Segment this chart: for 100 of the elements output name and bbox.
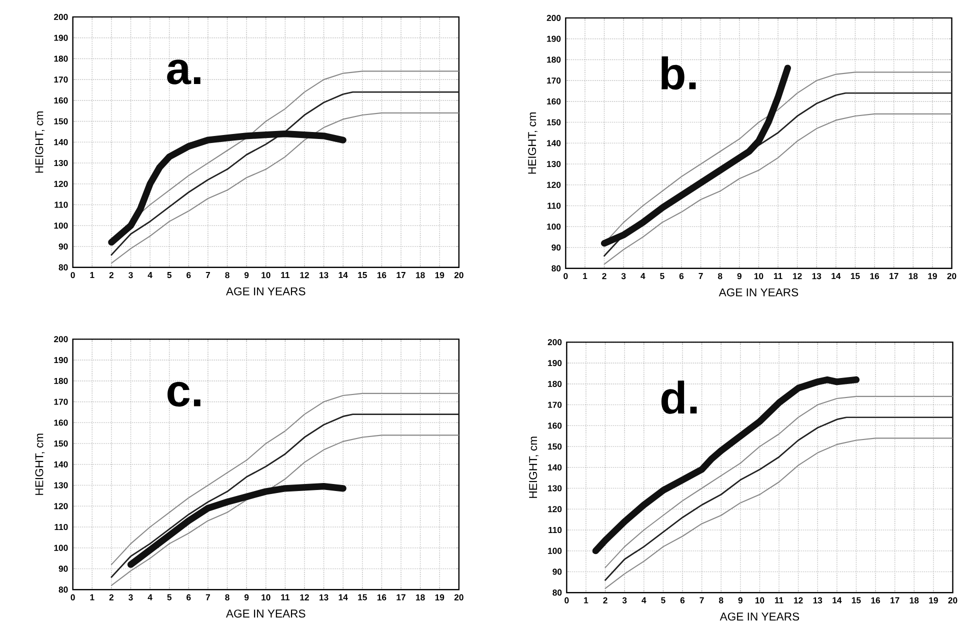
x-tick-label: 7	[206, 272, 210, 278]
y-tick-label: 110	[548, 526, 562, 533]
x-tick-label: 11	[774, 272, 782, 279]
x-tick-label: 12	[300, 272, 309, 278]
y-tick-label: 180	[54, 378, 68, 384]
x-tick-label: 19	[435, 272, 444, 278]
x-tick-label: 1	[90, 272, 94, 278]
x-tick-label: 19	[928, 272, 937, 279]
x-tick-label: 19	[929, 597, 938, 604]
y-tick-label: 140	[54, 461, 68, 468]
y-tick-label: 190	[54, 356, 68, 363]
y-tick-label: 140	[54, 138, 68, 145]
x-tick-label: 17	[396, 594, 406, 600]
x-tick-label: 2	[603, 597, 608, 604]
x-tick-label: 18	[416, 272, 425, 278]
y-tick-label: 90	[552, 568, 562, 575]
x-tick-label: 1	[583, 272, 588, 279]
x-tick-label: 9	[737, 272, 742, 279]
y-tick-label: 200	[546, 14, 561, 21]
x-tick-label: 12	[793, 272, 802, 279]
y-axis-title: HEIGHT, cm	[35, 433, 45, 495]
y-tick-label: 150	[548, 443, 562, 450]
annotation: a.	[167, 59, 200, 84]
x-tick-label: 5	[167, 594, 172, 600]
y-tick-label: 130	[54, 482, 68, 488]
y-tick-label: 150	[547, 119, 561, 126]
y-axis-title: HEIGHT, cm	[529, 436, 538, 498]
annotation: c.	[168, 382, 200, 406]
x-tick-label: 0	[564, 272, 568, 279]
y-tick-label: 100	[54, 544, 68, 551]
x-tick-label: 4	[148, 594, 152, 600]
y-tick-label: 140	[548, 464, 562, 470]
y-tick-label: 160	[548, 422, 562, 428]
x-tick-label: 13	[812, 272, 822, 279]
x-tick-label: 18	[910, 597, 919, 604]
y-tick-label: 200	[54, 336, 68, 342]
y-tick-label: 200	[54, 14, 68, 20]
x-tick-label: 13	[320, 594, 328, 600]
x-tick-label: 6	[680, 597, 685, 604]
x-tick-label: 13	[320, 272, 328, 278]
y-tick-label: 80	[552, 265, 561, 272]
y-tick-label: 110	[54, 201, 68, 208]
x-tick-label: 16	[871, 597, 880, 604]
y-tick-label: 120	[54, 180, 68, 187]
x-tick-label: 0	[70, 272, 75, 278]
x-tick-label: 14	[832, 272, 841, 279]
x-tick-label: 8	[225, 594, 230, 600]
x-tick-label: 16	[377, 594, 386, 600]
y-tick-label: 130	[54, 160, 68, 166]
x-tick-label: 15	[358, 272, 367, 278]
x-axis-title: AGE IN YEARS	[720, 612, 800, 620]
x-tick-label: 0	[70, 594, 75, 600]
x-tick-label: 19	[435, 594, 444, 600]
x-tick-label: 1	[90, 594, 94, 600]
annotation: d.	[661, 380, 697, 414]
x-tick-label: 16	[377, 272, 386, 278]
x-tick-label: 4	[640, 272, 646, 279]
x-tick-label: 6	[186, 594, 191, 600]
x-tick-label: 20	[948, 597, 958, 604]
y-tick-label: 130	[547, 160, 561, 167]
y-tick-label: 100	[547, 223, 561, 230]
y-tick-label: 170	[54, 76, 68, 82]
x-tick-label: 14	[338, 272, 348, 278]
x-tick-label: 10	[262, 272, 270, 278]
x-tick-label: 9	[244, 272, 249, 278]
x-tick-label: 5	[661, 597, 666, 604]
x-tick-label: 3	[622, 597, 627, 604]
y-axis-title: HEIGHT, cm	[35, 111, 45, 172]
x-tick-label: 20	[947, 272, 956, 279]
y-tick-label: 120	[547, 182, 561, 188]
y-tick-label: 120	[548, 506, 562, 512]
line-series	[604, 416, 953, 581]
y-tick-label: 110	[54, 524, 68, 530]
y-tick-label: 180	[548, 380, 562, 387]
y-tick-label: 80	[58, 264, 68, 270]
x-tick-label: 5	[167, 272, 172, 278]
x-axis-title: AGE IN YEARS	[226, 609, 306, 618]
x-tick-label: 3	[128, 594, 133, 600]
x-tick-label: 8	[718, 272, 722, 279]
x-tick-label: 6	[679, 272, 684, 279]
x-tick-label: 10	[262, 594, 270, 600]
y-tick-label: 90	[552, 244, 561, 250]
y-tick-label: 170	[54, 398, 68, 405]
y-tick-label: 90	[58, 243, 68, 250]
y-tick-label: 160	[54, 419, 68, 426]
y-tick-label: 180	[54, 55, 68, 62]
x-tick-label: 9	[244, 594, 249, 600]
x-tick-label: 7	[206, 594, 210, 600]
x-tick-label: 3	[128, 272, 133, 278]
x-tick-label: 9	[738, 597, 742, 604]
x-tick-label: 11	[281, 272, 290, 278]
x-tick-label: 8	[718, 597, 724, 604]
y-tick-label: 170	[547, 77, 561, 84]
x-tick-label: 17	[890, 597, 900, 604]
x-tick-label: 14	[832, 597, 842, 604]
x-tick-label: 16	[870, 272, 880, 279]
x-tick-label: 18	[416, 594, 425, 600]
x-axis-title: AGE IN YEARS	[226, 287, 306, 296]
x-tick-label: 15	[852, 597, 861, 604]
y-tick-label: 160	[547, 98, 561, 104]
